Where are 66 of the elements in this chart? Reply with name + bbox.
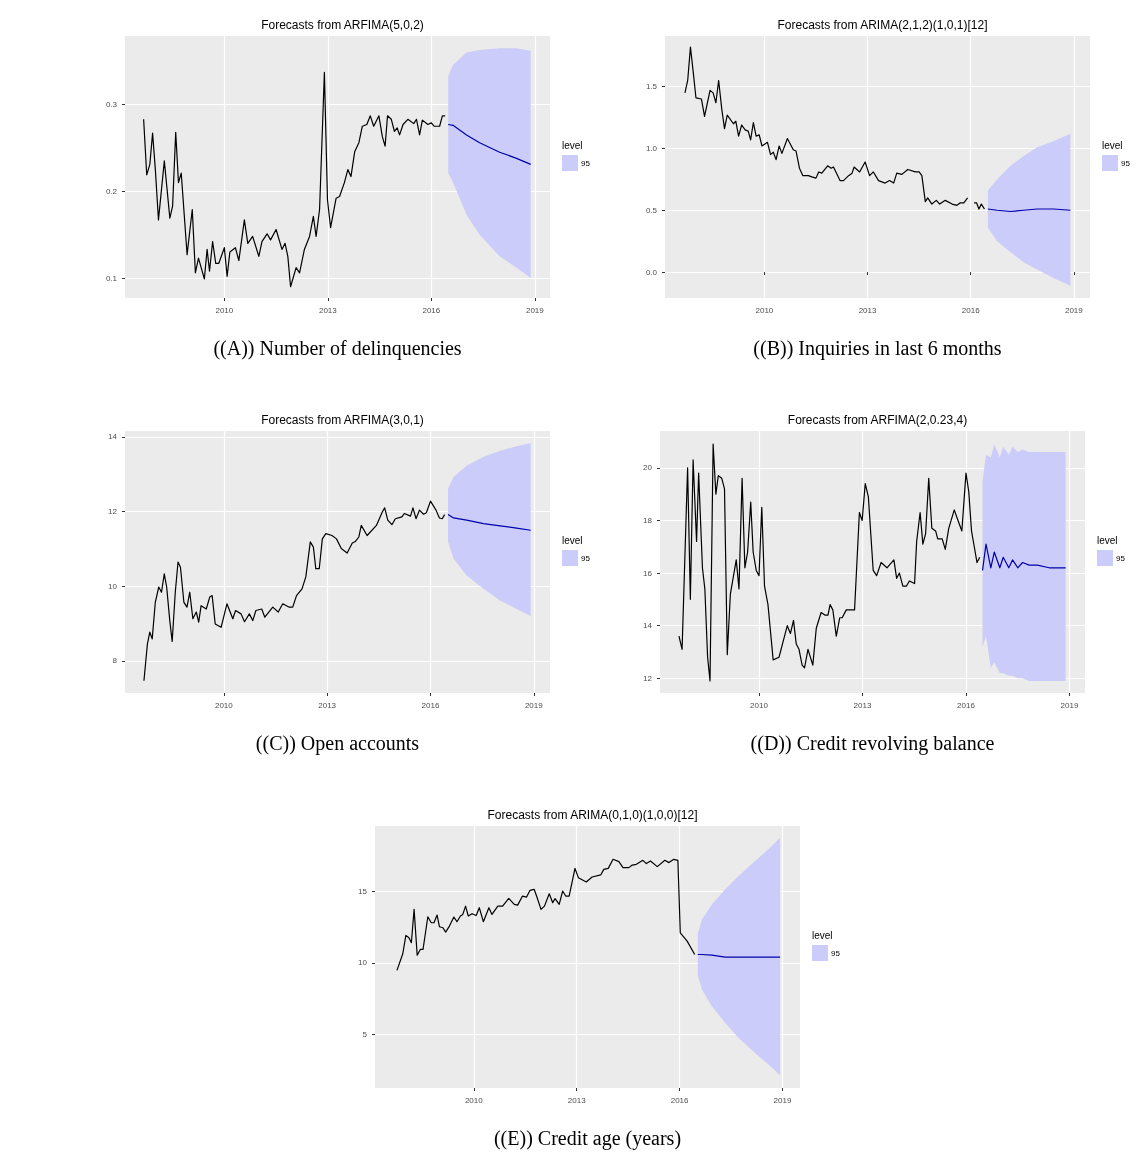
chart-title: Forecasts from ARFIMA(5,0,2) (261, 18, 424, 32)
y-tick-label: 10 (358, 958, 368, 968)
chart-title: Forecasts from ARIMA(0,1,0)(1,0,0)[12] (487, 808, 698, 822)
text: ((A)) Number of delinquencies (213, 337, 462, 360)
text: ((E)) Credit age (years) (493, 1127, 682, 1150)
x-tick-label: 2010 (215, 305, 234, 315)
y-tick-label: 0.3 (105, 100, 118, 110)
x-tick-label: 2010 (750, 700, 769, 710)
x-tick-label: 2010 (464, 1095, 484, 1105)
text: 95 (1121, 158, 1130, 168)
text: 95 (1116, 553, 1125, 563)
x-tick-label: 2010 (214, 700, 234, 710)
text: 95 (831, 948, 840, 958)
y-tick-label: 0.1 (105, 273, 118, 283)
y-tick-label: 10 (108, 581, 118, 591)
y-tick-label: 0.5 (645, 205, 658, 215)
line-series (447, 514, 532, 531)
line-series (981, 543, 1067, 572)
y-tick-label: 14 (108, 432, 118, 442)
chart-title: Forecasts from ARFIMA(2,0.23,4) (787, 413, 968, 427)
x-tick-label: 2013 (318, 305, 338, 315)
x-tick-label: 2013 (318, 700, 337, 710)
y-tick-label: 0.0 (645, 267, 658, 277)
x-tick-label: 2016 (961, 305, 981, 315)
legend-title: level (812, 929, 834, 943)
y-tick-label: 16 (643, 568, 653, 578)
x-tick-label: 2016 (421, 700, 440, 710)
legend-title: level (1102, 139, 1124, 153)
y-tick-label: 12 (643, 673, 653, 683)
x-tick-label: 2019 (525, 305, 545, 315)
text: 95 (581, 158, 590, 168)
x-tick-label: 2016 (957, 700, 976, 710)
x-tick-label: 2019 (1060, 700, 1079, 710)
y-tick-label: 5 (362, 1030, 368, 1040)
x-tick-label: 2010 (755, 305, 774, 315)
x-tick-label: 2016 (670, 1095, 690, 1105)
legend-title: level (562, 139, 584, 153)
y-tick-label: 14 (643, 621, 653, 631)
text: 95 (581, 553, 590, 563)
y-tick-label: 18 (643, 515, 653, 525)
legend-title: level (1097, 534, 1119, 548)
text: ((B)) Inquiries in last 6 months (753, 337, 1002, 360)
y-tick-label: 12 (108, 507, 118, 517)
x-tick-label: 2019 (524, 700, 544, 710)
text: ((C)) Open accounts (255, 732, 420, 755)
x-tick-label: 2019 (1064, 305, 1084, 315)
line-series (143, 500, 446, 682)
text: ((D)) Credit revolving balance (750, 732, 995, 755)
line-series (396, 858, 696, 972)
x-tick-label: 2013 (567, 1095, 587, 1105)
y-tick-label: 8 (112, 656, 118, 666)
x-tick-label: 2016 (422, 305, 441, 315)
x-tick-label: 2013 (858, 305, 877, 315)
x-tick-label: 2019 (773, 1095, 792, 1105)
chart-title: Forecasts from ARIMA(2,1,2)(1,0,1)[12] (777, 18, 988, 32)
x-tick-label: 2013 (853, 700, 872, 710)
chart-title: Forecasts from ARFIMA(3,0,1) (261, 413, 424, 427)
legend-title: level (562, 534, 584, 548)
line-series (447, 123, 532, 165)
line-series (678, 443, 981, 682)
y-tick-label: 15 (358, 886, 368, 896)
line-series (143, 71, 446, 288)
y-tick-label: 1.5 (645, 82, 658, 92)
y-tick-label: 0.2 (105, 186, 118, 196)
y-tick-label: 1.0 (645, 143, 658, 153)
y-tick-label: 20 (643, 463, 653, 473)
